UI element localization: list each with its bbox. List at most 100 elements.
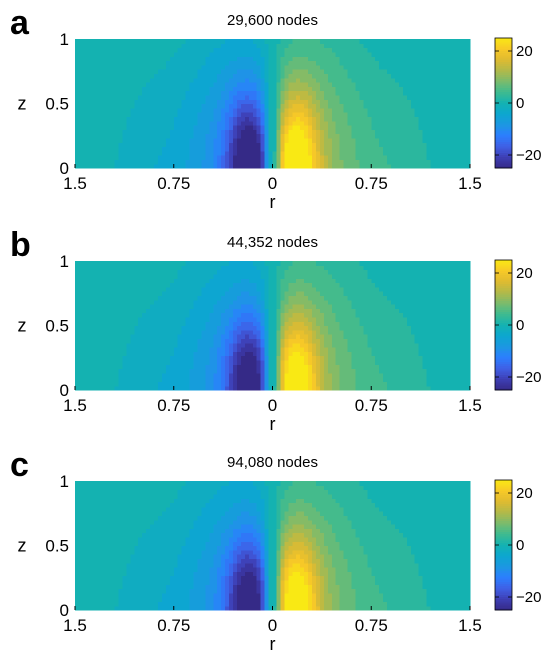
heatmap-cell bbox=[324, 65, 329, 70]
heatmap-cell bbox=[276, 377, 281, 382]
heatmap-cell bbox=[122, 104, 127, 109]
heatmap-cell bbox=[209, 278, 214, 283]
heatmap-cell bbox=[324, 91, 329, 96]
heatmap-cell bbox=[265, 304, 270, 309]
heatmap-cell bbox=[182, 373, 187, 378]
heatmap-cell bbox=[434, 78, 439, 83]
heatmap-cell bbox=[79, 274, 84, 279]
heatmap-cell bbox=[209, 39, 214, 44]
heatmap-cell bbox=[150, 142, 155, 147]
heatmap-cell bbox=[111, 91, 116, 96]
heatmap-cell bbox=[344, 112, 349, 117]
heatmap-cell bbox=[387, 65, 392, 70]
heatmap-cell bbox=[178, 300, 183, 305]
heatmap-cell bbox=[245, 356, 250, 361]
heatmap-cell bbox=[75, 121, 80, 126]
heatmap-cell bbox=[320, 343, 325, 348]
heatmap-cell bbox=[178, 82, 183, 87]
heatmap-cell bbox=[186, 381, 191, 386]
heatmap-cell bbox=[99, 381, 104, 386]
heatmap-cell bbox=[399, 86, 404, 91]
heatmap-cell bbox=[265, 351, 270, 356]
heatmap-cell bbox=[107, 125, 112, 130]
heatmap-cell bbox=[209, 73, 214, 78]
heatmap-cell bbox=[249, 326, 254, 331]
heatmap-cell bbox=[324, 104, 329, 109]
heatmap-cell bbox=[292, 369, 297, 374]
heatmap-cell bbox=[280, 43, 285, 48]
heatmap-cell bbox=[154, 360, 159, 365]
heatmap-cell bbox=[300, 39, 305, 44]
heatmap-cell bbox=[253, 291, 258, 296]
heatmap-cell bbox=[142, 338, 147, 343]
heatmap-cell bbox=[296, 142, 301, 147]
heatmap-cell bbox=[296, 373, 301, 378]
heatmap-cell bbox=[352, 155, 357, 160]
heatmap-cell bbox=[146, 121, 151, 126]
heatmap-cell bbox=[383, 69, 388, 74]
heatmap-cell bbox=[111, 334, 116, 339]
heatmap-cell bbox=[99, 295, 104, 300]
heatmap-cell bbox=[367, 43, 372, 48]
heatmap-cell bbox=[194, 360, 199, 365]
heatmap-cell bbox=[138, 283, 143, 288]
heatmap-cell bbox=[217, 283, 222, 288]
heatmap-cell bbox=[115, 274, 120, 279]
heatmap-cell bbox=[130, 304, 135, 309]
heatmap-cell bbox=[237, 381, 242, 386]
heatmap-cell bbox=[375, 164, 380, 169]
heatmap-cell bbox=[150, 108, 155, 113]
heatmap-cell bbox=[209, 69, 214, 74]
heatmap-cell bbox=[99, 291, 104, 296]
heatmap-cell bbox=[423, 112, 428, 117]
heatmap-cell bbox=[359, 134, 364, 139]
heatmap-cell bbox=[83, 116, 88, 121]
heatmap-cell bbox=[245, 283, 250, 288]
heatmap-cell bbox=[304, 147, 309, 152]
heatmap-cell bbox=[217, 360, 222, 365]
heatmap-cell bbox=[300, 270, 305, 275]
heatmap-cell bbox=[103, 313, 108, 318]
heatmap-cell bbox=[79, 134, 84, 139]
heatmap-cell bbox=[186, 69, 191, 74]
heatmap-cell bbox=[209, 287, 214, 292]
heatmap-cell bbox=[122, 52, 127, 57]
heatmap-cell bbox=[336, 129, 341, 134]
heatmap-cell bbox=[87, 159, 92, 164]
heatmap-cell bbox=[142, 308, 147, 313]
heatmap-cell bbox=[150, 356, 155, 361]
heatmap-cell bbox=[261, 78, 266, 83]
heatmap-cell bbox=[213, 73, 218, 78]
heatmap-cell bbox=[130, 283, 135, 288]
heatmap-cell bbox=[265, 95, 270, 100]
heatmap-cell bbox=[194, 326, 199, 331]
heatmap-cell bbox=[158, 343, 163, 348]
heatmap-cell bbox=[158, 347, 163, 352]
heatmap-cell bbox=[312, 261, 317, 266]
heatmap-cell bbox=[245, 125, 250, 130]
heatmap-cell bbox=[201, 138, 206, 143]
heatmap-cell bbox=[241, 377, 246, 382]
heatmap-cell bbox=[107, 369, 112, 374]
heatmap-cell bbox=[122, 134, 127, 139]
heatmap-cell bbox=[162, 116, 167, 121]
heatmap-cell bbox=[209, 386, 214, 391]
heatmap-cell bbox=[178, 39, 183, 44]
heatmap-cell bbox=[201, 283, 206, 288]
heatmap-cell bbox=[166, 364, 171, 369]
heatmap-cell bbox=[308, 164, 313, 169]
heatmap-cell bbox=[367, 121, 372, 126]
heatmap-cell bbox=[158, 138, 163, 143]
heatmap-cell bbox=[241, 360, 246, 365]
heatmap-cell bbox=[174, 364, 179, 369]
heatmap-cell bbox=[213, 121, 218, 126]
heatmap-cell bbox=[107, 147, 112, 152]
heatmap-cell bbox=[300, 78, 305, 83]
heatmap-cell bbox=[75, 381, 80, 386]
heatmap-cell bbox=[201, 65, 206, 70]
heatmap-cell bbox=[138, 129, 143, 134]
heatmap-cell bbox=[95, 317, 100, 322]
heatmap-cell bbox=[253, 326, 258, 331]
heatmap-cell bbox=[201, 373, 206, 378]
heatmap-cell bbox=[99, 65, 104, 70]
